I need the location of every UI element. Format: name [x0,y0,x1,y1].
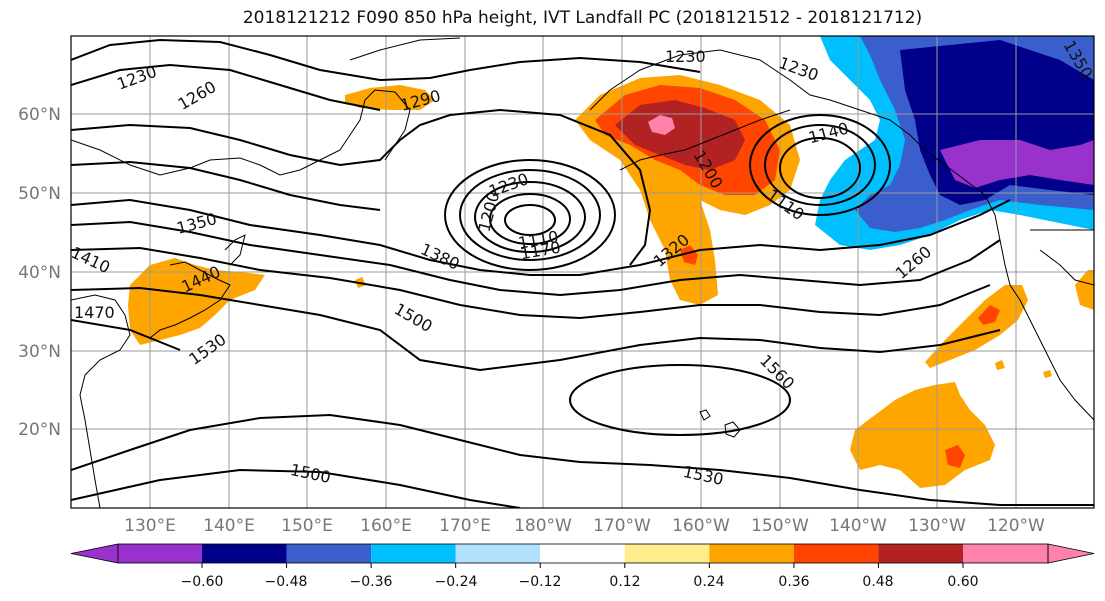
latitude-labels: 60°N 50°N 40°N 30°N 20°N [18,105,61,440]
colorbar-segment [371,544,456,563]
ivt-positive-shading [128,75,1094,488]
lon-label: 140°W [829,516,887,536]
colorbar-segment [118,544,202,563]
colorbar-extend-high [1047,543,1095,564]
colorbar-tick-label: −0.60 [181,574,224,590]
colorbar-segment [455,544,541,563]
colorbar-extend-low [70,543,119,564]
lat-label: 40°N [18,263,61,283]
lon-label: 140°E [203,516,255,536]
colorbar-tick-label: −0.36 [350,574,393,590]
lat-label: 50°N [18,184,61,204]
lon-label: 160°E [360,516,412,536]
lon-label: 150°W [751,516,809,536]
lon-label: 130°W [908,516,966,536]
colorbar-tick-label: 0.48 [862,574,893,590]
colorbar-tick-label: 0.36 [778,574,809,590]
graticule [71,36,1094,508]
colorbar [70,543,1095,568]
lon-label: 160°W [672,516,730,536]
map-border [70,35,1095,509]
colorbar-segment [624,544,710,563]
colorbar-tick-label: −0.24 [435,574,478,590]
colorbar-segment [286,544,372,563]
colorbar-tick-label: −0.12 [519,574,562,590]
lon-label: 170°E [439,516,491,536]
contour-label: 1470 [74,303,115,322]
ivt-negative-shading [815,36,1094,250]
lon-label: 130°E [124,516,176,536]
colorbar-segment [202,544,287,563]
lon-label: 180°W [514,516,572,536]
contour-label: 1230 [665,47,706,66]
height-contours [71,38,1094,508]
lat-label: 30°N [18,342,61,362]
colorbar-outline [117,543,1049,564]
colorbar-segment [540,544,625,563]
colorbar-tick-label: 0.12 [609,574,640,590]
colorbar-tick-label: 0.24 [693,574,724,590]
lon-label: 170°W [593,516,651,536]
lat-label: 20°N [18,420,61,440]
colorbar-segment [963,544,1048,563]
lat-label: 60°N [18,105,61,125]
lon-label: 120°W [987,516,1045,536]
colorbar-segment [793,544,879,563]
colorbar-segment [709,544,794,563]
longitude-labels: 130°E 140°E 150°E 160°E 170°E 180°W 170°… [124,516,1045,536]
colorbar-tick-label: 0.60 [947,574,978,590]
colorbar-tick-labels: −0.60 −0.48 −0.36 −0.24 −0.12 0.12 0.24 … [181,574,979,590]
colorbar-segment [878,544,963,563]
lon-label: 150°E [281,516,333,536]
map-title: 2018121212 F090 850 hPa height, IVT Land… [242,8,923,28]
colorbar-tick-label: −0.48 [265,574,308,590]
